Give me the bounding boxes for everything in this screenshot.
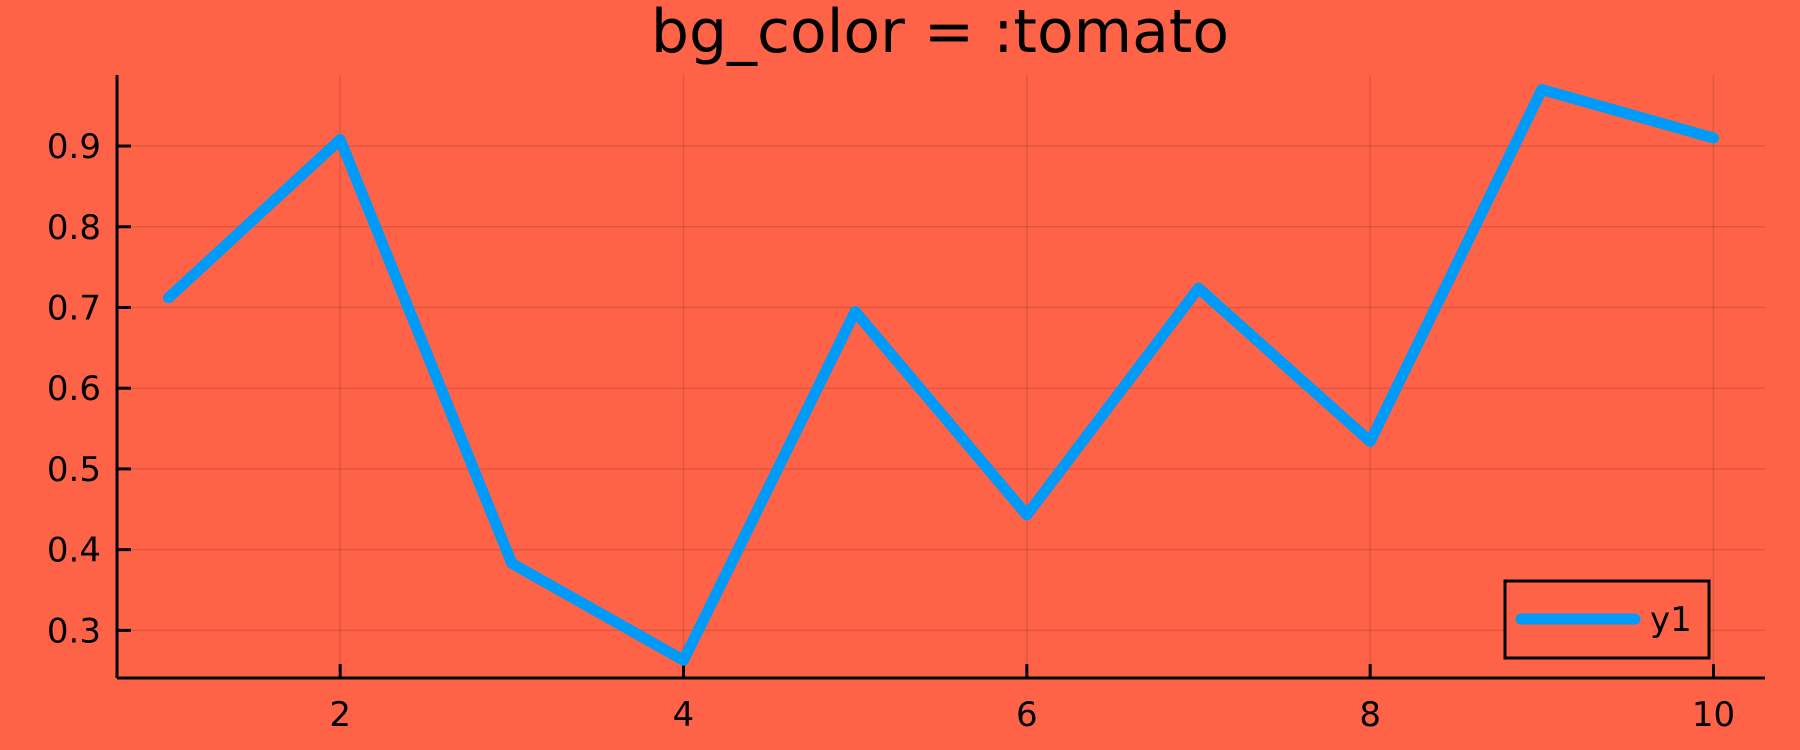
x-tick-label: 4	[673, 695, 695, 735]
y-tick-label: 0.4	[47, 531, 101, 571]
series-layer	[163, 84, 1719, 666]
axes	[115, 75, 1765, 680]
y-tick-label: 0.9	[47, 127, 101, 167]
y-tick-label: 0.5	[47, 450, 101, 490]
y-tick-label: 0.8	[47, 208, 101, 248]
x-tick-label: 6	[1016, 695, 1038, 735]
x-tick-label: 10	[1692, 695, 1735, 735]
grid-lines	[117, 75, 1765, 678]
chart-title: bg_color = :tomato	[651, 0, 1229, 67]
series-line-y1	[163, 84, 1719, 666]
y-tick-label: 0.6	[47, 369, 101, 409]
x-tick-label: 8	[1359, 695, 1381, 735]
x-tick-label: 2	[329, 695, 351, 735]
y-tick-label: 0.3	[47, 611, 101, 651]
y-tick-label: 0.7	[47, 288, 101, 328]
legend: y1	[1503, 579, 1711, 660]
legend-label-y1: y1	[1650, 600, 1692, 640]
tick-marks-and-labels: 2 4 6 8 10 0.3 0.4 0.5 0.6 0.7 0.8 0.9	[47, 127, 1735, 735]
